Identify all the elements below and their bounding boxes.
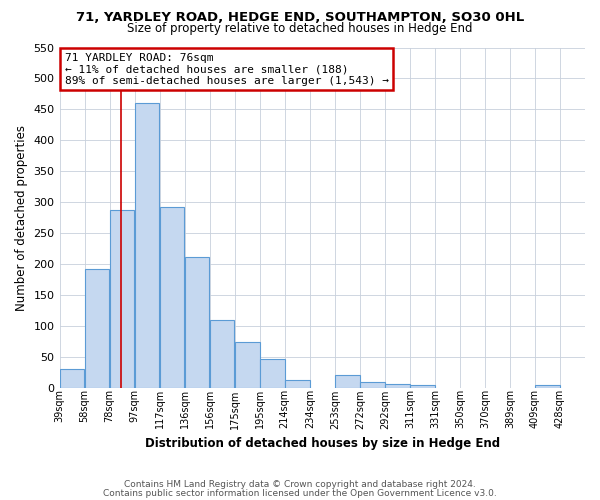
Text: 71, YARDLEY ROAD, HEDGE END, SOUTHAMPTON, SO30 0HL: 71, YARDLEY ROAD, HEDGE END, SOUTHAMPTON… xyxy=(76,11,524,24)
Text: Contains HM Land Registry data © Crown copyright and database right 2024.: Contains HM Land Registry data © Crown c… xyxy=(124,480,476,489)
Bar xyxy=(135,103,160,388)
Text: Size of property relative to detached houses in Hedge End: Size of property relative to detached ho… xyxy=(127,22,473,35)
X-axis label: Distribution of detached houses by size in Hedge End: Distribution of detached houses by size … xyxy=(145,437,500,450)
Bar xyxy=(235,342,260,388)
Bar xyxy=(210,320,235,388)
Bar xyxy=(185,256,209,388)
Y-axis label: Number of detached properties: Number of detached properties xyxy=(15,124,28,310)
Bar xyxy=(85,269,109,388)
Bar xyxy=(260,358,284,388)
Bar xyxy=(360,382,385,388)
Text: Contains public sector information licensed under the Open Government Licence v3: Contains public sector information licen… xyxy=(103,488,497,498)
Bar xyxy=(160,207,184,388)
Bar xyxy=(535,384,560,388)
Bar xyxy=(110,210,134,388)
Bar xyxy=(60,369,85,388)
Text: 71 YARDLEY ROAD: 76sqm
← 11% of detached houses are smaller (188)
89% of semi-de: 71 YARDLEY ROAD: 76sqm ← 11% of detached… xyxy=(65,52,389,86)
Bar xyxy=(285,380,310,388)
Bar xyxy=(385,384,410,388)
Bar xyxy=(335,376,359,388)
Bar xyxy=(410,384,434,388)
